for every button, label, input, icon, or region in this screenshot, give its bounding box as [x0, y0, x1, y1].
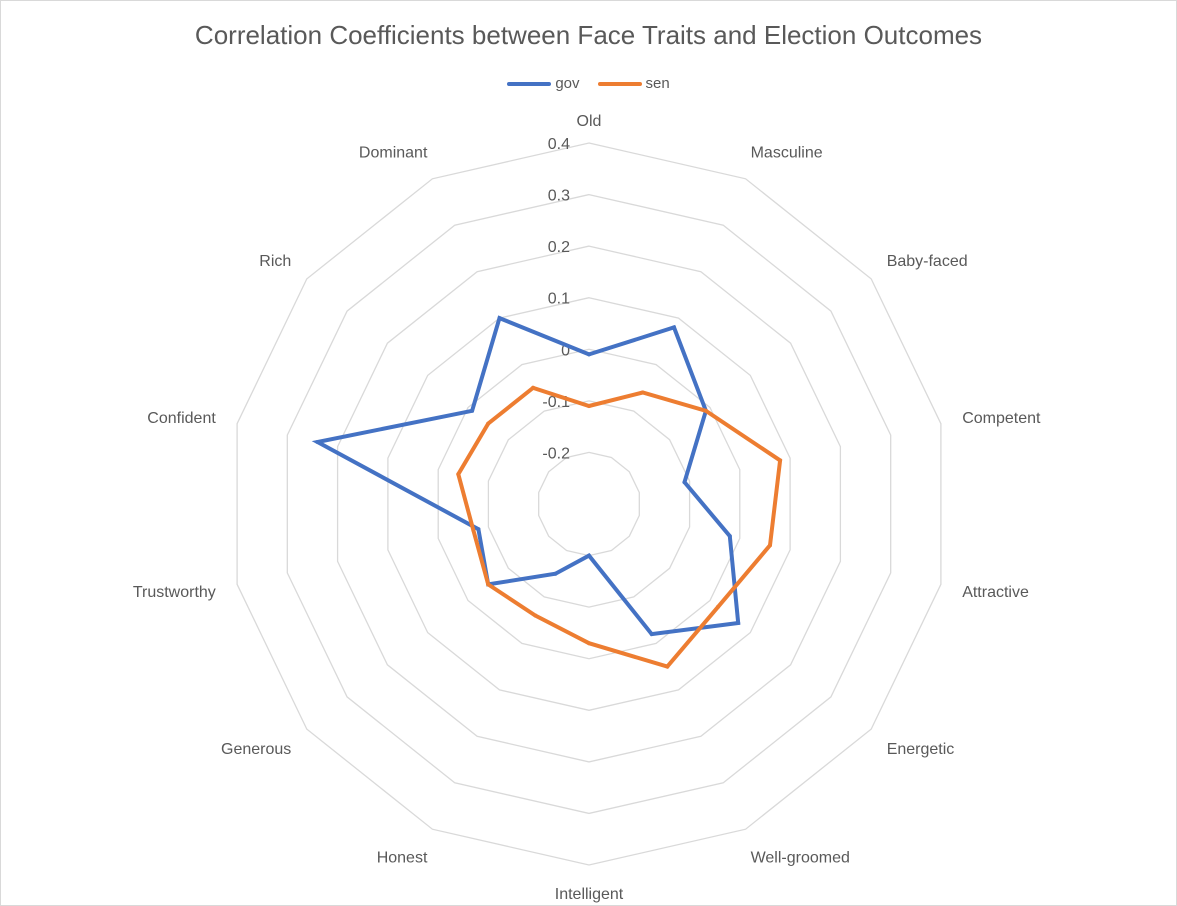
data-point-sen-masculine[interactable]	[640, 390, 645, 395]
category-label-rich: Rich	[259, 253, 291, 270]
category-label-honest: Honest	[377, 849, 428, 866]
grid-ring	[487, 400, 691, 608]
data-point-gov-confident[interactable]	[315, 440, 320, 444]
category-label-competent: Competent	[962, 410, 1041, 427]
grid-ring	[387, 297, 791, 711]
data-point-sen-intelligent[interactable]	[587, 641, 591, 646]
data-point-gov-masculine[interactable]	[672, 325, 676, 330]
category-label-intelligent: Intelligent	[555, 886, 624, 903]
r-axis-tick-label: 0.4	[548, 136, 570, 153]
data-point-gov-intelligent[interactable]	[587, 553, 591, 558]
data-point-gov-competent[interactable]	[682, 480, 687, 485]
legend-label-gov: gov	[555, 75, 580, 92]
data-point-sen-honest[interactable]	[533, 613, 538, 618]
r-axis-tick-label: 0.3	[548, 188, 570, 205]
r-axis-tick-label: -0.2	[542, 445, 570, 462]
data-point-sen-rich[interactable]	[486, 421, 491, 426]
data-point-gov-old[interactable]	[587, 352, 591, 357]
category-label-confident: Confident	[147, 410, 216, 427]
data-point-sen-energetic[interactable]	[716, 604, 720, 609]
legend-label-sen: sen	[645, 75, 670, 92]
data-point-sen-confident[interactable]	[456, 472, 461, 477]
grid-ring	[538, 451, 640, 557]
chart-title: Correlation Coefficients between Face Tr…	[194, 20, 983, 50]
data-point-sen-old[interactable]	[587, 404, 591, 408]
data-point-gov-honest[interactable]	[553, 571, 558, 576]
data-point-sen-baby-faced[interactable]	[703, 408, 708, 413]
legend-item-gov[interactable]: gov	[507, 75, 580, 92]
legend: gov sen	[0, 75, 1177, 92]
category-label-old: Old	[577, 113, 602, 130]
r-axis-tick-label: 0.2	[548, 239, 570, 256]
grid-ring	[437, 348, 741, 660]
legend-swatch-gov	[507, 81, 552, 86]
data-point-sen-dominant[interactable]	[531, 385, 536, 390]
r-axis-tick-label: 0.1	[548, 291, 570, 308]
category-label-masculine: Masculine	[751, 145, 823, 162]
category-label-energetic: Energetic	[887, 741, 955, 758]
grid-ring	[336, 245, 842, 763]
tick-label-layer: -0.2-0.100.10.20.30.4	[542, 136, 570, 462]
category-label-generous: Generous	[221, 741, 291, 758]
data-point-gov-rich[interactable]	[470, 408, 475, 413]
category-label-dominant: Dominant	[359, 145, 428, 162]
legend-item-sen[interactable]: sen	[597, 75, 670, 92]
r-axis-tick-label: 0	[561, 342, 570, 359]
data-point-gov-trustworthy[interactable]	[476, 527, 481, 532]
data-point-sen-attractive[interactable]	[768, 543, 772, 548]
series-line-gov[interactable]	[311, 315, 741, 637]
data-point-sen-trustworthy[interactable]	[471, 528, 476, 533]
category-label-attractive: Attractive	[962, 584, 1029, 601]
series-layer	[311, 315, 783, 669]
legend-swatch-sen	[597, 81, 642, 86]
data-point-gov-energetic[interactable]	[736, 621, 741, 625]
category-label-layer: Old Masculine Baby-faced Competent Attractiv…	[133, 113, 1041, 903]
category-label-trustworthy: Trustworthy	[133, 584, 216, 601]
data-point-gov-dominant[interactable]	[497, 316, 502, 321]
grid-ring	[236, 142, 942, 866]
data-point-gov-attractive[interactable]	[727, 534, 732, 539]
grid-ring	[286, 193, 892, 815]
data-point-gov-well-groomed[interactable]	[649, 632, 654, 637]
data-point-sen-well-groomed[interactable]	[665, 664, 670, 669]
data-point-sen-generous[interactable]	[486, 582, 491, 587]
data-point-sen-competent[interactable]	[778, 458, 783, 463]
category-label-baby-faced: Baby-faced	[887, 253, 968, 270]
grid-layer	[236, 142, 942, 866]
category-label-well-groomed: Well-groomed	[751, 849, 850, 866]
